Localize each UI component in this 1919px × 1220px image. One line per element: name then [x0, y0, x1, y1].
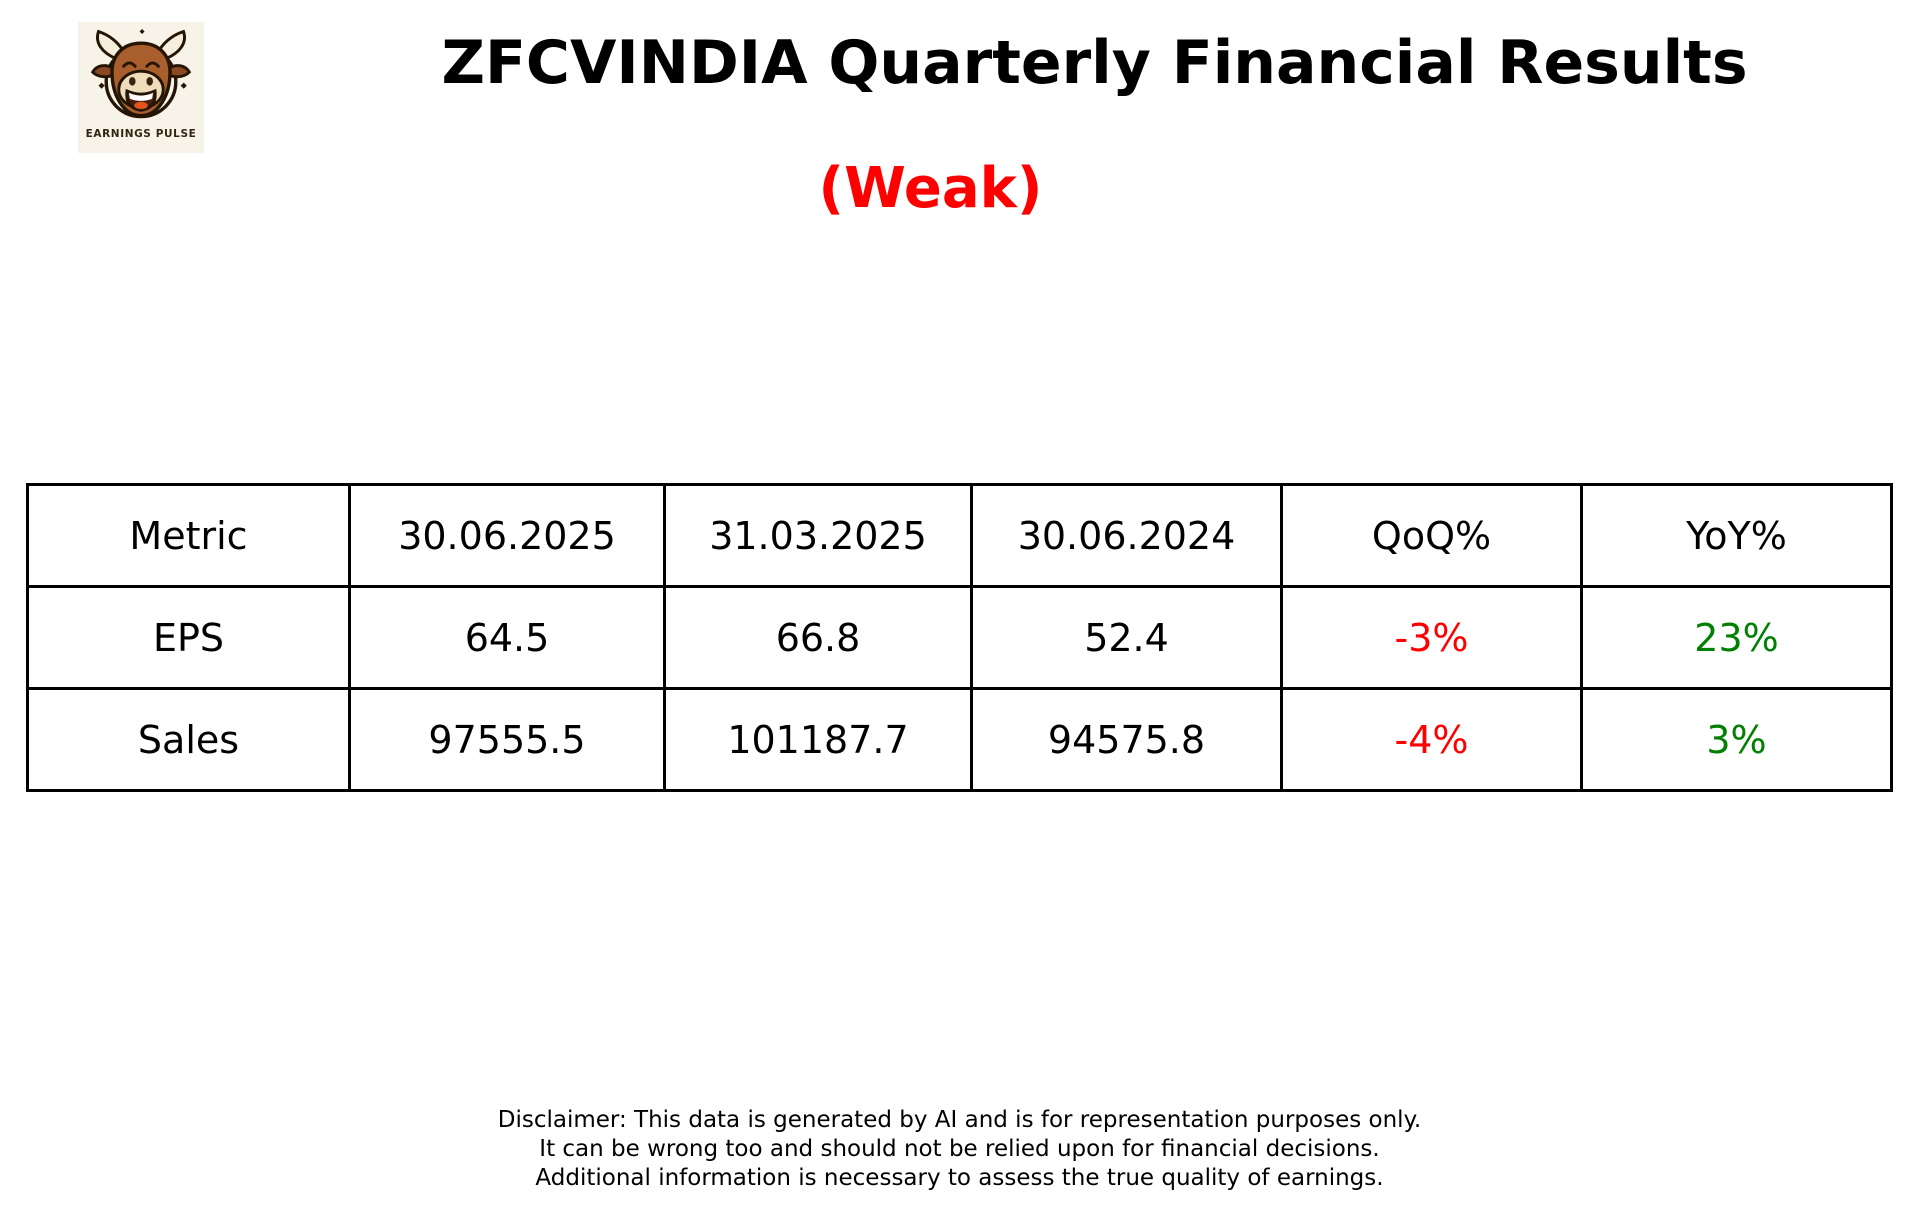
disclaimer-line-3: Additional information is necessary to a…: [535, 1165, 1384, 1191]
table-row-eps: EPS 64.5 66.8 52.4 -3% 23%: [26, 585, 1893, 690]
disclaimer: Disclaimer: This data is generated by AI…: [0, 1106, 1919, 1193]
cell-sales-metric: Sales: [26, 687, 351, 792]
cell-eps-qoq: -3%: [1280, 585, 1583, 690]
cell-eps-q1: 64.5: [348, 585, 666, 690]
brand-logo: EARNINGS PULSE: [78, 22, 204, 153]
cell-sales-q1: 97555.5: [348, 687, 666, 792]
bull-icon: [90, 29, 192, 119]
col-header-q1: 30.06.2025: [348, 483, 666, 588]
cell-sales-q3: 94575.8: [970, 687, 1283, 792]
brand-name: EARNINGS PULSE: [85, 128, 197, 140]
col-header-yoy: YoY%: [1580, 483, 1893, 588]
table-row-sales: Sales 97555.5 101187.7 94575.8 -4% 3%: [26, 687, 1893, 792]
cell-eps-metric: EPS: [26, 585, 351, 690]
table-header-row: Metric 30.06.2025 31.03.2025 30.06.2024 …: [26, 483, 1893, 588]
col-header-metric: Metric: [26, 483, 351, 588]
col-header-q2: 31.03.2025: [663, 483, 973, 588]
col-header-q3: 30.06.2024: [970, 483, 1283, 588]
disclaimer-line-1: Disclaimer: This data is generated by AI…: [497, 1107, 1422, 1133]
disclaimer-line-2: It can be wrong too and should not be re…: [539, 1136, 1380, 1162]
cell-eps-q3: 52.4: [970, 585, 1283, 690]
cell-sales-yoy: 3%: [1580, 687, 1893, 792]
results-table: Metric 30.06.2025 31.03.2025 30.06.2024 …: [26, 483, 1893, 792]
cell-sales-q2: 101187.7: [663, 687, 973, 792]
cell-sales-qoq: -4%: [1280, 687, 1583, 792]
page-title: ZFCVINDIA Quarterly Financial Results: [441, 28, 1748, 98]
verdict-label: (Weak): [818, 156, 1043, 221]
cell-eps-yoy: 23%: [1580, 585, 1893, 690]
col-header-qoq: QoQ%: [1280, 483, 1583, 588]
cell-eps-q2: 66.8: [663, 585, 973, 690]
